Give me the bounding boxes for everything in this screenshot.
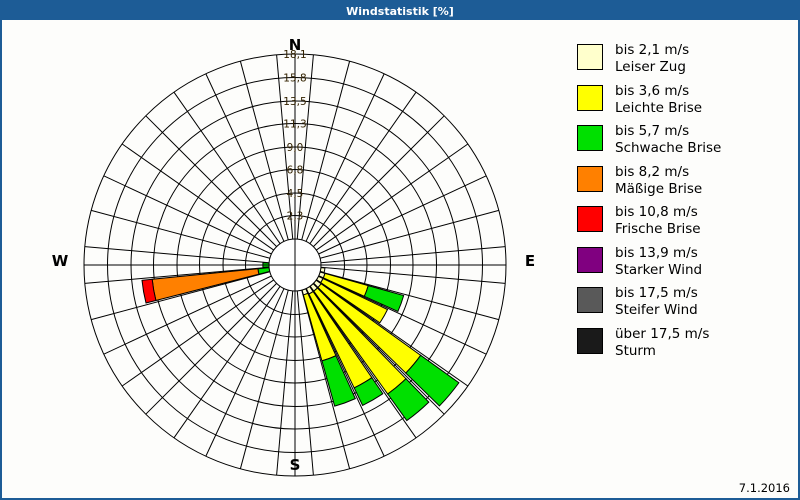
legend-speed-range: bis 3,6 m/s bbox=[615, 82, 690, 99]
legend-color-swatch bbox=[577, 165, 603, 192]
radial-tick-label: 6,8 bbox=[287, 164, 304, 176]
legend-label: bis 13,9 m/s Starker Wind bbox=[615, 245, 702, 280]
legend-beaufort-name: Sturm bbox=[615, 342, 656, 359]
legend-speed-range: bis 2,1 m/s bbox=[615, 42, 690, 58]
legend-label: über 17,5 m/s Sturm bbox=[615, 326, 709, 361]
legend-speed-range: bis 17,5 m/s bbox=[615, 285, 698, 302]
legend-beaufort-name: Leiser Zug bbox=[615, 59, 686, 76]
wind-rose-chart: 2,3 4,5 6,8 9,0 11,3 13,5 15,8 18,1 bbox=[83, 49, 507, 477]
legend-label: bis 2,1 m/s Leiser Zug bbox=[615, 42, 689, 77]
radial-tick-label: 4,5 bbox=[287, 188, 304, 200]
legend-beaufort-name: Leichte Brise bbox=[615, 99, 703, 116]
legend-beaufort-name: Steifer Wind bbox=[615, 302, 698, 319]
wind-rose-segment bbox=[151, 268, 260, 302]
legend-speed-range: bis 13,9 m/s bbox=[615, 244, 698, 261]
radial-tick-label: 18,1 bbox=[283, 49, 306, 61]
legend-color-swatch bbox=[577, 246, 603, 273]
window-title: Windstatistik [%] bbox=[346, 4, 454, 18]
radial-tick-label: 9,0 bbox=[287, 142, 304, 154]
wind-rose-segment bbox=[257, 267, 271, 275]
wind-rose-bars bbox=[141, 262, 460, 422]
legend-color-swatch bbox=[577, 84, 603, 111]
legend-item: bis 2,1 m/s Leiser Zug bbox=[577, 42, 792, 77]
legend-beaufort-name: Starker Wind bbox=[615, 261, 703, 278]
chart-plot-area: 2,3 4,5 6,8 9,0 11,3 13,5 15,8 18,1 N S W E bis… bbox=[2, 20, 798, 498]
radial-tick-label: 2,3 bbox=[287, 210, 304, 222]
legend-item: bis 17,5 m/s Steifer Wind bbox=[577, 285, 792, 320]
legend-beaufort-name: Schwache Brise bbox=[615, 140, 722, 157]
radial-tick-label: 11,3 bbox=[283, 119, 306, 131]
legend-beaufort-name: Frische Brise bbox=[615, 221, 701, 238]
legend-item: bis 13,9 m/s Starker Wind bbox=[577, 245, 792, 280]
wind-rose-segment bbox=[387, 377, 430, 422]
legend-item: bis 5,7 m/s Schwache Brise bbox=[577, 123, 792, 158]
legend-label: bis 10,8 m/s Frische Brise bbox=[615, 204, 701, 239]
legend-color-swatch bbox=[577, 327, 603, 354]
polar-axis-lines bbox=[84, 54, 506, 476]
radial-tick-label: 13,5 bbox=[283, 96, 306, 108]
compass-label-south: S bbox=[289, 456, 301, 474]
legend-color-swatch bbox=[577, 125, 603, 152]
wind-rose-segment bbox=[320, 277, 389, 324]
legend-color-swatch bbox=[577, 206, 603, 233]
legend-label: bis 17,5 m/s Steifer Wind bbox=[615, 285, 698, 320]
wind-rose-segment bbox=[353, 376, 384, 407]
legend-color-swatch bbox=[577, 287, 603, 314]
radial-tick-label: 15,8 bbox=[283, 73, 306, 85]
wind-rose-segment bbox=[363, 284, 405, 313]
compass-label-west: W bbox=[51, 252, 69, 270]
legend-item: bis 10,8 m/s Frische Brise bbox=[577, 204, 792, 239]
legend-label: bis 3,6 m/s Leichte Brise bbox=[615, 83, 702, 118]
legend-label: bis 5,7 m/s Schwache Brise bbox=[615, 123, 721, 158]
legend-item: bis 8,2 m/s Mäßige Brise bbox=[577, 164, 792, 199]
legend-speed-range: bis 5,7 m/s bbox=[615, 123, 690, 140]
legend-item: bis 3,6 m/s Leichte Brise bbox=[577, 83, 792, 118]
legend-item: über 17,5 m/s Sturm bbox=[577, 326, 792, 361]
compass-label-east: E bbox=[524, 252, 536, 270]
wind-rose-segment bbox=[141, 278, 157, 304]
window-title-bar: Windstatistik [%] bbox=[2, 2, 798, 20]
legend-speed-range: über 17,5 m/s bbox=[615, 325, 710, 342]
compass-label-north: N bbox=[288, 36, 302, 54]
date-stamp: 7.1.2016 bbox=[738, 481, 790, 495]
chart-legend: bis 2,1 m/s Leiser Zug bis 3,6 m/s Leichte … bbox=[577, 42, 792, 366]
legend-color-swatch bbox=[577, 44, 603, 70]
legend-speed-range: bis 10,8 m/s bbox=[615, 204, 698, 221]
wind-rose-segment bbox=[321, 355, 356, 407]
radial-tick-labels: 2,3 4,5 6,8 9,0 11,3 13,5 15,8 18,1 bbox=[283, 49, 306, 222]
legend-speed-range: bis 8,2 m/s bbox=[615, 163, 690, 180]
legend-label: bis 8,2 m/s Mäßige Brise bbox=[615, 164, 702, 199]
legend-beaufort-name: Mäßige Brise bbox=[615, 180, 703, 197]
wind-rose-segment bbox=[405, 354, 460, 407]
